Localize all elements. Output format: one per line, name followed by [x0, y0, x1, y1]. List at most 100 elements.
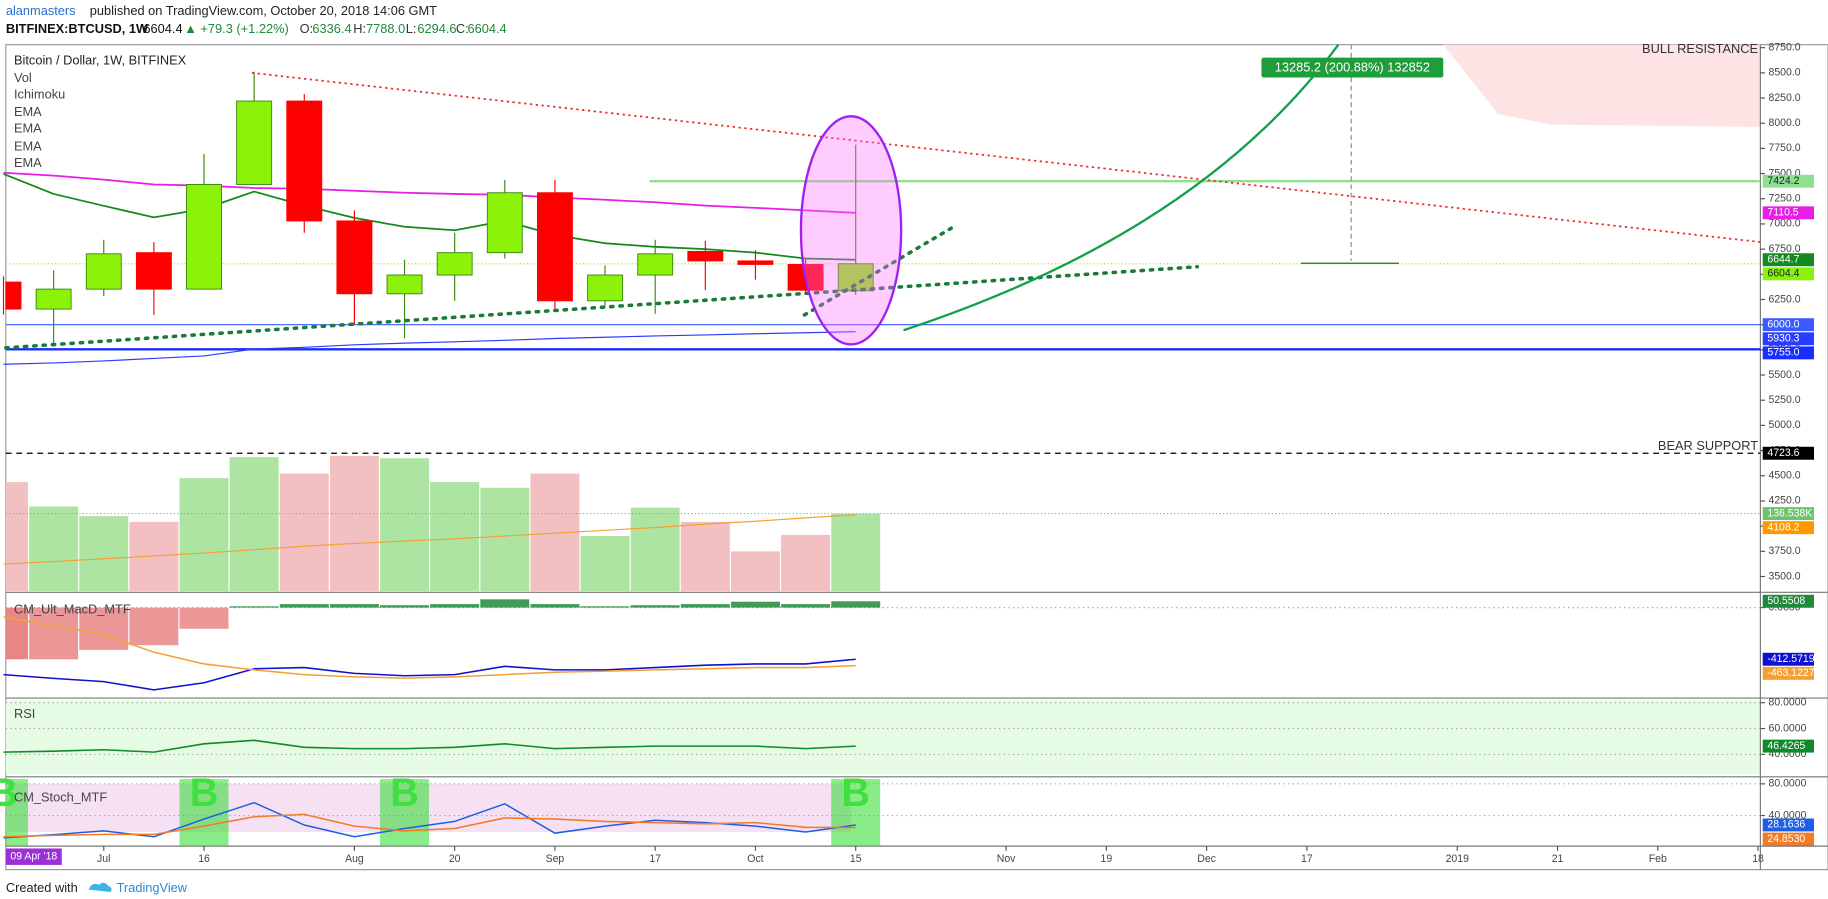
author[interactable]: alanmasters: [6, 3, 76, 18]
x-tick-label: Nov: [997, 853, 1016, 865]
y-tick-label: 60.0000: [1769, 722, 1807, 734]
histogram-bar: [781, 604, 831, 608]
ohlc-value: 7788.0: [366, 21, 405, 36]
price-tag-label: 5755.0: [1767, 347, 1799, 359]
price-tag-label: 6604.4: [1767, 268, 1799, 280]
price-tag-label: 4108.2: [1767, 521, 1799, 533]
legend-item[interactable]: Ichimoku: [14, 87, 65, 102]
price-tag: [1762, 318, 1815, 332]
candle-body: [687, 250, 724, 262]
price-tag: [1762, 253, 1815, 267]
volume-bar: [430, 482, 480, 592]
price-tag-label: 24.8530: [1767, 833, 1805, 845]
histogram-bar: [480, 599, 530, 608]
signal-zone: [380, 779, 430, 847]
histogram-bar: [29, 607, 79, 660]
candle-body: [737, 260, 774, 265]
x-tick-label: 19: [1101, 853, 1113, 865]
candle-body: [386, 274, 423, 295]
price-tag: [1762, 652, 1815, 666]
volume-bar: [5, 482, 28, 592]
indicator-line: [3, 658, 856, 691]
x-tick-label: Feb: [1649, 853, 1667, 865]
price-tag: [1762, 594, 1815, 608]
signal-label: B: [841, 771, 870, 815]
price-tag: [1762, 818, 1815, 832]
breakout-line: [802, 225, 956, 317]
change: ▲ +79.3 (+1.22%): [184, 21, 289, 36]
ohlc-key: O:: [300, 21, 314, 36]
cursor-date: 09 Apr '18: [10, 850, 57, 862]
volume-bar: [29, 506, 79, 592]
legend-item[interactable]: EMA: [14, 155, 42, 170]
x-tick-label: 17: [1301, 853, 1313, 865]
price-tag: [1762, 666, 1815, 680]
y-tick-label: 3750.0: [1769, 545, 1801, 557]
histogram-bar: [730, 601, 780, 608]
symbol: BITFINEX:BTCUSD, 1W: [6, 21, 149, 36]
x-tick-label: 2019: [1446, 853, 1469, 865]
volume-bar: [580, 536, 630, 592]
indicator-line: [3, 616, 856, 679]
legend-item[interactable]: EMA: [14, 138, 42, 153]
ema-line: [3, 331, 856, 365]
y-tick-label: 7000.0: [1769, 218, 1801, 230]
price-tag-label: -412.5719: [1767, 653, 1814, 665]
candle-body: [5, 281, 22, 310]
price-tag: [1762, 507, 1815, 521]
histogram-bar: [430, 604, 480, 608]
pane-title: CM_Stoch_MTF: [14, 789, 107, 804]
volume-bar: [279, 473, 329, 592]
ohlc-value: 6294.6: [417, 21, 456, 36]
y-tick-label: 80.0000: [1769, 778, 1807, 790]
projection-curve: [903, 43, 1340, 332]
candle-body: [637, 253, 674, 276]
candle-body: [587, 274, 624, 302]
volume-bar: [630, 507, 680, 592]
y-tick-label: 7250.0: [1769, 193, 1801, 205]
histogram-bar: [279, 604, 329, 608]
y-tick-label: 3500.0: [1769, 570, 1801, 582]
pane-title: CM_Ult_MacD_MTF: [14, 601, 131, 616]
y-tick-label: 6750.0: [1769, 243, 1801, 255]
candle-body: [286, 100, 323, 222]
candle-body: [35, 288, 72, 310]
published: published on TradingView.com, October 20…: [90, 3, 437, 18]
legend-item[interactable]: EMA: [14, 121, 42, 136]
legend-item[interactable]: EMA: [14, 104, 42, 119]
histogram-bar: [380, 605, 430, 608]
footer-brand[interactable]: TradingView: [117, 880, 188, 895]
volume-bar: [380, 458, 430, 592]
y-tick-label: 7750.0: [1769, 142, 1801, 154]
measure-label: 13285.2 (200.88%) 132852: [1275, 60, 1430, 75]
price-tag: [1762, 332, 1815, 346]
price-tag: [1762, 267, 1815, 281]
signal-label: B: [0, 771, 18, 815]
price-tag-label: 50.5508: [1767, 595, 1805, 607]
histogram-bar: [129, 607, 179, 646]
histogram-bar: [580, 606, 630, 608]
highlight-ellipse: [799, 115, 903, 346]
pane-title: RSI: [14, 706, 35, 721]
x-tick-label: 18: [1752, 853, 1764, 865]
y-tick-label: 5000.0: [1769, 419, 1801, 431]
signal-label: B: [190, 771, 219, 815]
x-tick-label: Dec: [1197, 853, 1216, 865]
ema-line: [3, 171, 856, 214]
y-tick-label: 40.0000: [1769, 809, 1807, 821]
bull-label: BULL RESISTANCE: [1642, 41, 1758, 56]
histogram-bar: [79, 607, 129, 650]
y-tick-label: 6250.0: [1769, 293, 1801, 305]
candle-body: [486, 192, 523, 254]
volume-bar: [730, 551, 780, 592]
candle-body: [236, 100, 273, 185]
ohlc-value: 6604.4: [467, 21, 506, 36]
x-tick-label: Sep: [546, 853, 565, 865]
candle-body: [135, 252, 172, 290]
price-tag: [1762, 206, 1815, 220]
y-tick-label: 8250.0: [1769, 92, 1801, 104]
legend-item[interactable]: Vol: [14, 70, 32, 85]
x-tick-label: Jul: [97, 853, 110, 865]
price-tag-label: 7424.2: [1767, 175, 1799, 187]
volume-bar: [680, 521, 730, 592]
